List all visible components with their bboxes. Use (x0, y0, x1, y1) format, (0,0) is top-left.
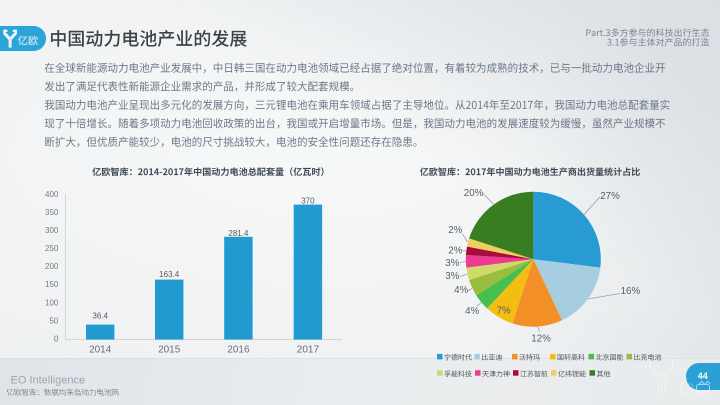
svg-text:400: 400 (45, 190, 59, 199)
svg-text:0: 0 (54, 335, 59, 344)
svg-text:50: 50 (49, 316, 58, 325)
svg-text:2016: 2016 (227, 345, 250, 356)
svg-text:12%: 12% (531, 334, 551, 345)
svg-text:16%: 16% (621, 286, 641, 297)
svg-text:4%: 4% (465, 306, 479, 317)
svg-text:27%: 27% (600, 191, 620, 202)
svg-text:250: 250 (45, 244, 59, 253)
svg-text:150: 150 (45, 280, 59, 289)
svg-text:36.4: 36.4 (92, 311, 108, 320)
svg-text:2017: 2017 (297, 345, 320, 356)
svg-text:300: 300 (45, 226, 59, 235)
svg-text:2%: 2% (448, 246, 462, 257)
svg-text:7%: 7% (497, 306, 511, 317)
svg-text:370: 370 (301, 196, 315, 205)
svg-text:281.4: 281.4 (228, 229, 249, 238)
svg-text:44: 44 (698, 371, 708, 381)
svg-text:EO Intelligence: EO Intelligence (11, 374, 86, 386)
svg-text:4%: 4% (454, 285, 468, 296)
svg-text:163.4: 163.4 (159, 270, 180, 279)
svg-text:2014: 2014 (89, 345, 112, 356)
svg-text:3%: 3% (445, 271, 459, 282)
svg-text:2%: 2% (448, 225, 462, 236)
svg-text:100: 100 (45, 298, 59, 307)
svg-text:3%: 3% (445, 258, 459, 269)
svg-text:200: 200 (45, 262, 59, 271)
svg-text:350: 350 (45, 208, 59, 217)
svg-text:20%: 20% (464, 188, 484, 199)
svg-text:2015: 2015 (158, 345, 181, 356)
